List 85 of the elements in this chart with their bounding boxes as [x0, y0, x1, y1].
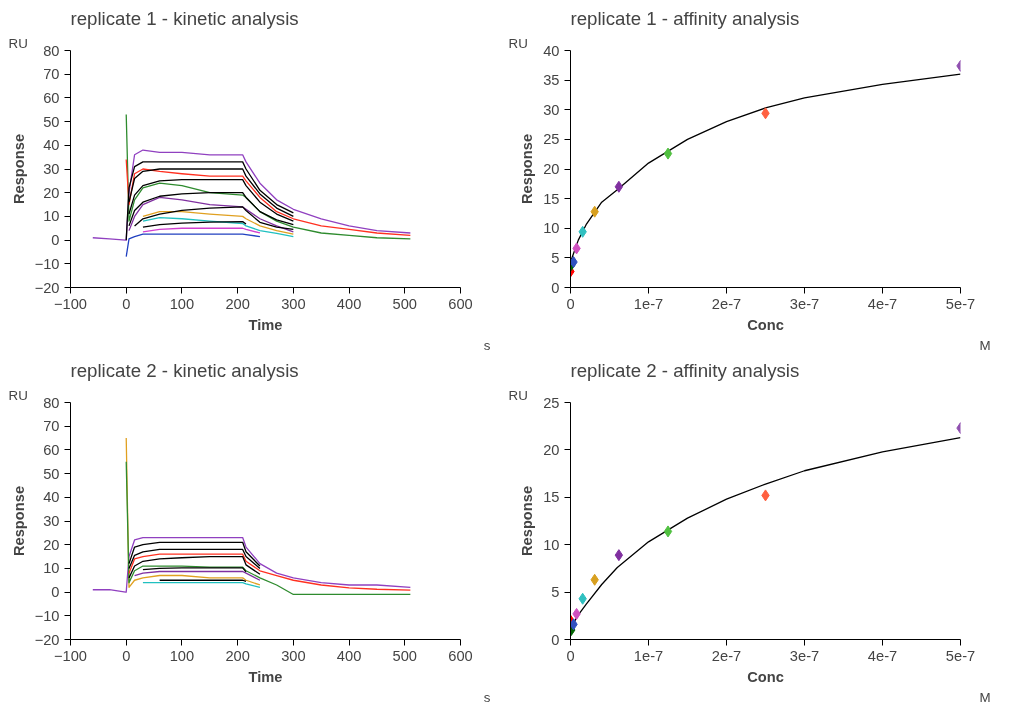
y-tick-label: 60	[43, 89, 60, 106]
y-tick-label: 30	[43, 161, 60, 177]
y-tick-label: 15	[543, 190, 560, 207]
chart-title: replicate 2 - affinity analysis	[570, 359, 800, 381]
x-tick-label: 1e-7	[633, 295, 664, 312]
x-tick-label: 5e-7	[945, 295, 976, 312]
x-tick-label: 100	[169, 295, 195, 312]
y-tick-label: −20	[34, 631, 60, 648]
x-axis-title: Time	[248, 316, 283, 333]
y-tick-label: 0	[51, 584, 60, 601]
x-tick-label: 0	[122, 647, 131, 664]
x-tick-label: 3e-7	[789, 295, 820, 312]
x-tick-label: 300	[281, 295, 306, 312]
y-tick-label: 10	[43, 560, 60, 577]
chart-title: replicate 2 - kinetic analysis	[70, 359, 299, 381]
x-tick-label: 2e-7	[711, 647, 742, 664]
x-tick-label: 2e-7	[711, 295, 742, 312]
x-tick-label: 200	[225, 647, 250, 664]
y-tick-label: −20	[34, 279, 60, 296]
y-tick-label: 70	[43, 66, 60, 83]
x-tick-label: 600	[448, 647, 473, 664]
y-tick-label: 80	[43, 42, 60, 59]
y-tick-label: 30	[543, 101, 560, 118]
y-axis-title: Response	[519, 485, 536, 557]
text: RU	[8, 387, 28, 403]
x-tick-label: 400	[336, 295, 362, 312]
y-tick-label: 20	[543, 161, 560, 177]
y-tick-label: 15	[543, 489, 560, 506]
x-tick-label: 500	[392, 647, 418, 664]
y-tick-label: 0	[551, 631, 560, 648]
y-tick-label: 10	[543, 536, 560, 553]
x-tick-label: 500	[392, 295, 418, 312]
y-tick-label: 70	[43, 418, 60, 435]
text: s	[483, 689, 491, 705]
x-tick-label: −100	[53, 295, 88, 312]
y-tick-label: 35	[543, 72, 560, 89]
y-axis-title: Response	[10, 133, 27, 205]
x-tick-label: 400	[336, 647, 362, 664]
x-tick-label: 5e-7	[945, 647, 976, 664]
text: s	[483, 337, 491, 353]
text: RU	[508, 35, 528, 51]
x-tick-label: 0	[566, 647, 575, 664]
y-tick-label: 5	[551, 249, 560, 266]
x-tick-label: 3e-7	[789, 647, 820, 664]
chart-title: replicate 1 - kinetic analysis	[70, 7, 299, 29]
x-tick-label: −100	[53, 647, 88, 664]
text: RU	[8, 35, 28, 51]
x-tick-label: 4e-7	[867, 647, 898, 664]
y-tick-label: 25	[543, 394, 560, 411]
x-axis-title: Conc	[747, 668, 784, 685]
y-tick-label: 20	[543, 441, 560, 458]
text: RU	[508, 387, 528, 403]
text: M	[979, 337, 991, 353]
y-axis-title: Response	[519, 133, 536, 205]
y-tick-label: −10	[34, 607, 60, 624]
y-tick-label: −10	[34, 255, 60, 272]
x-tick-label: 100	[169, 647, 195, 664]
y-tick-label: 10	[43, 208, 60, 225]
y-tick-label: 0	[51, 232, 60, 249]
text: M	[979, 689, 991, 705]
y-tick-label: 80	[43, 394, 60, 411]
x-axis-title: Conc	[747, 316, 784, 333]
y-tick-label: 30	[43, 513, 60, 529]
x-tick-label: 1e-7	[633, 647, 664, 664]
y-tick-label: 0	[551, 279, 560, 296]
y-tick-label: 20	[43, 536, 60, 553]
y-tick-label: 5	[551, 584, 560, 601]
y-tick-label: 40	[43, 489, 60, 506]
x-tick-label: 0	[122, 295, 131, 312]
y-tick-label: 40	[43, 137, 60, 154]
y-tick-label: 20	[43, 184, 60, 201]
y-tick-label: 10	[543, 220, 560, 237]
x-tick-label: 600	[448, 295, 473, 312]
chart-title: replicate 1 - affinity analysis	[570, 7, 800, 29]
x-tick-label: 0	[566, 295, 575, 312]
x-tick-label: 4e-7	[867, 295, 898, 312]
x-axis-title: Time	[248, 668, 283, 685]
y-tick-label: 50	[43, 113, 60, 130]
y-tick-label: 25	[543, 131, 560, 148]
x-tick-label: 300	[281, 647, 306, 664]
y-tick-label: 50	[43, 465, 60, 482]
y-tick-label: 40	[543, 42, 560, 59]
y-tick-label: 60	[43, 441, 60, 458]
y-axis-title: Response	[10, 485, 27, 557]
x-tick-label: 200	[225, 295, 250, 312]
